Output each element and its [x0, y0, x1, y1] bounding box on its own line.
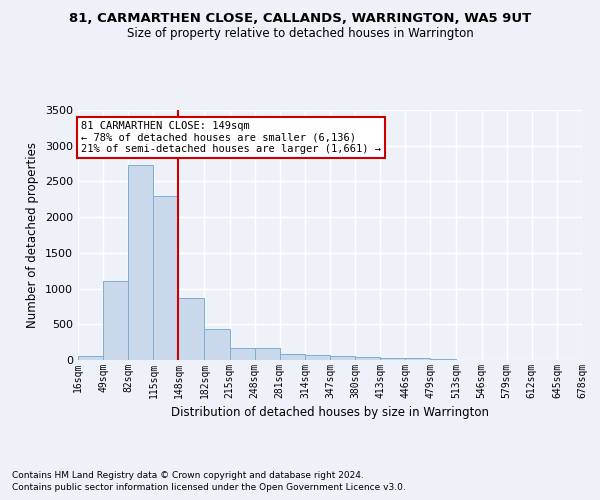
Bar — [254, 348, 280, 360]
Bar — [154, 196, 178, 360]
Text: 81 CARMARTHEN CLOSE: 149sqm
← 78% of detached houses are smaller (6,136)
21% of : 81 CARMARTHEN CLOSE: 149sqm ← 78% of det… — [81, 120, 381, 154]
Bar — [330, 356, 355, 360]
X-axis label: Distribution of detached houses by size in Warrington: Distribution of detached houses by size … — [171, 406, 489, 420]
Bar — [305, 356, 330, 360]
Bar — [178, 298, 203, 360]
Y-axis label: Number of detached properties: Number of detached properties — [26, 142, 40, 328]
Text: Contains HM Land Registry data © Crown copyright and database right 2024.: Contains HM Land Registry data © Crown c… — [12, 471, 364, 480]
Text: Size of property relative to detached houses in Warrington: Size of property relative to detached ho… — [127, 28, 473, 40]
Bar — [128, 165, 154, 360]
Bar — [380, 358, 406, 360]
Text: Contains public sector information licensed under the Open Government Licence v3: Contains public sector information licen… — [12, 484, 406, 492]
Bar — [103, 280, 128, 360]
Bar — [78, 356, 103, 360]
Bar — [280, 354, 305, 360]
Bar — [230, 348, 254, 360]
Bar — [406, 358, 430, 360]
Text: 81, CARMARTHEN CLOSE, CALLANDS, WARRINGTON, WA5 9UT: 81, CARMARTHEN CLOSE, CALLANDS, WARRINGT… — [69, 12, 531, 26]
Bar — [355, 357, 380, 360]
Bar — [205, 330, 230, 360]
Bar — [430, 358, 455, 360]
